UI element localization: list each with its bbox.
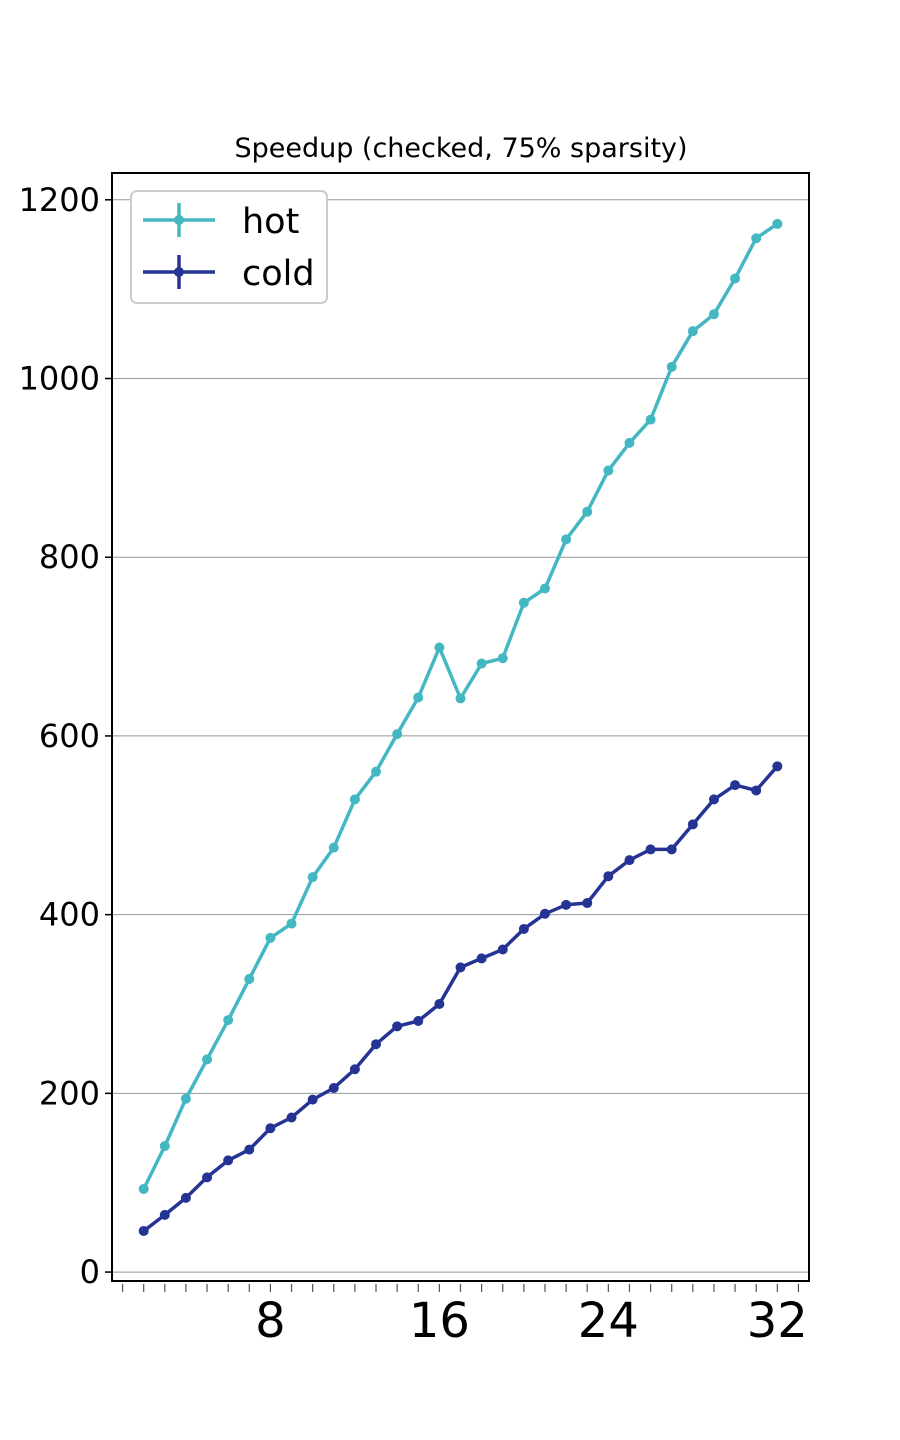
legend: hot cold (130, 190, 328, 304)
data-point-cold (434, 999, 445, 1009)
data-point-hot (371, 766, 382, 777)
data-point-hot (751, 233, 762, 244)
data-point-cold (708, 794, 719, 805)
series-hot (138, 218, 783, 1194)
data-point-cold (286, 1112, 297, 1123)
data-point-hot (476, 658, 487, 669)
data-point-hot (413, 692, 424, 703)
legend-marker-hot (174, 215, 184, 225)
y-tick-label: 0 (80, 1253, 100, 1291)
data-point-cold (582, 898, 593, 909)
data-point-hot (307, 872, 318, 883)
data-point-hot (687, 326, 698, 337)
data-point-cold (180, 1192, 191, 1203)
chart-title: Speedup (checked, 75% sparsity) (234, 133, 687, 164)
data-point-cold (666, 844, 677, 855)
x-tick-label: 32 (747, 1293, 808, 1349)
series-cold (138, 761, 783, 1236)
data-point-cold (687, 819, 698, 830)
data-point-hot (434, 642, 445, 653)
data-point-cold (476, 953, 487, 964)
data-point-cold (244, 1144, 255, 1155)
data-point-hot (138, 1183, 149, 1194)
data-point-hot (708, 309, 719, 320)
data-point-hot (666, 361, 677, 372)
data-point-cold (413, 1015, 424, 1026)
data-point-cold (539, 908, 550, 919)
data-point-hot (582, 506, 593, 517)
y-axis-ticks: 0 200 400 600 800 1000 1200 (19, 181, 112, 1291)
data-point-cold (392, 1021, 403, 1032)
data-point-hot (392, 729, 403, 740)
data-point-hot (265, 932, 276, 943)
data-point-cold (328, 1082, 339, 1093)
data-point-cold (497, 944, 508, 955)
data-point-hot (603, 465, 614, 476)
data-point-cold (518, 923, 529, 934)
legend-label-cold: cold (242, 254, 315, 294)
data-point-cold (307, 1094, 318, 1105)
data-point-cold (349, 1064, 360, 1075)
data-point-cold (138, 1225, 149, 1236)
data-point-cold (730, 780, 741, 791)
y-tick-label: 600 (39, 717, 100, 755)
data-point-hot (772, 218, 783, 229)
data-point-cold (202, 1172, 213, 1183)
x-tick-label: 24 (578, 1293, 639, 1349)
data-point-hot (202, 1054, 213, 1065)
data-point-hot (539, 583, 550, 594)
grid-lines (112, 199, 809, 1273)
data-point-cold (624, 855, 635, 866)
data-point-cold (561, 899, 572, 910)
data-point-hot (349, 794, 360, 805)
data-point-cold (455, 962, 466, 973)
data-point-hot (730, 273, 741, 284)
data-point-cold (772, 761, 783, 772)
data-point-hot (286, 918, 297, 929)
series-lines (138, 218, 783, 1236)
x-axis-ticks: 8 16 24 32 (121, 1284, 808, 1349)
data-point-cold (371, 1039, 382, 1050)
data-point-hot (561, 534, 572, 545)
data-point-hot (244, 973, 255, 984)
data-point-hot (180, 1093, 191, 1104)
data-point-cold (645, 844, 656, 855)
data-point-hot (328, 842, 339, 853)
data-point-hot (645, 414, 656, 425)
data-point-hot (497, 653, 508, 664)
data-point-hot (223, 1015, 234, 1026)
legend-label-hot: hot (242, 202, 299, 242)
x-tick-label: 8 (255, 1293, 286, 1349)
data-point-hot (518, 597, 529, 608)
plot-frame (111, 172, 810, 1282)
data-point-cold (751, 785, 762, 796)
y-tick-label: 800 (39, 538, 100, 576)
data-point-hot (624, 437, 635, 448)
data-point-cold (603, 871, 614, 882)
x-tick-label: 16 (409, 1293, 470, 1349)
data-point-hot (159, 1141, 170, 1152)
data-point-cold (265, 1123, 276, 1134)
data-point-cold (159, 1209, 170, 1220)
y-tick-label: 200 (39, 1074, 100, 1112)
y-tick-label: 1000 (19, 360, 100, 398)
legend-marker-cold (174, 267, 184, 277)
y-tick-label: 400 (39, 896, 100, 934)
y-tick-label: 1200 (19, 181, 100, 219)
data-point-cold (223, 1155, 234, 1166)
data-point-hot (455, 693, 466, 704)
